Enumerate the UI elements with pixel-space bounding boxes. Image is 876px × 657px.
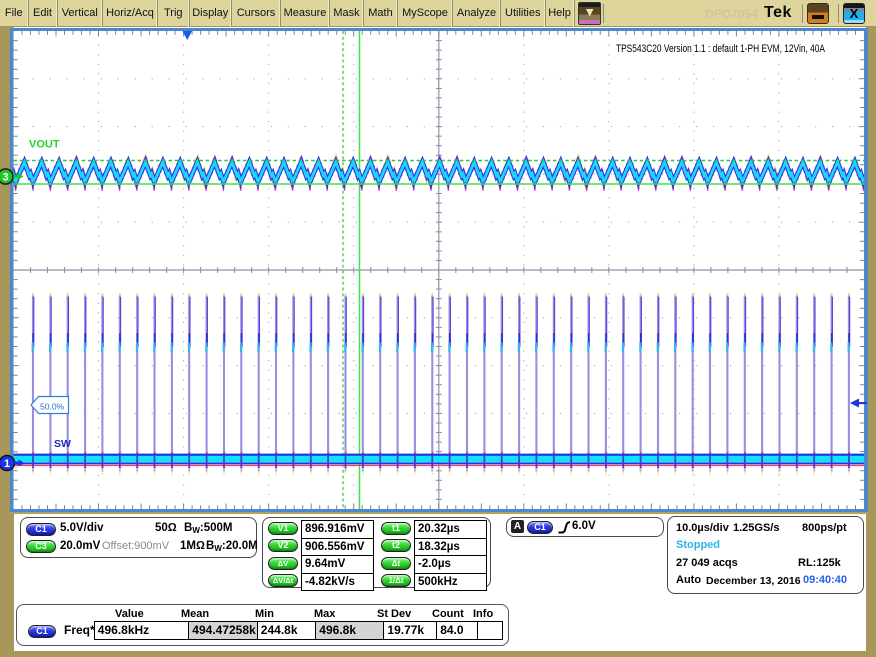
- svg-text:1: 1: [4, 458, 10, 470]
- svg-text:VOUT: VOUT: [29, 139, 60, 151]
- svg-text:SW: SW: [54, 438, 71, 450]
- svg-text:TPS543C20 Version 1.1 : defaul: TPS543C20 Version 1.1 : default 1-PH EVM…: [616, 43, 826, 55]
- svg-text:50.0%: 50.0%: [40, 402, 65, 412]
- svg-text:3: 3: [2, 172, 8, 184]
